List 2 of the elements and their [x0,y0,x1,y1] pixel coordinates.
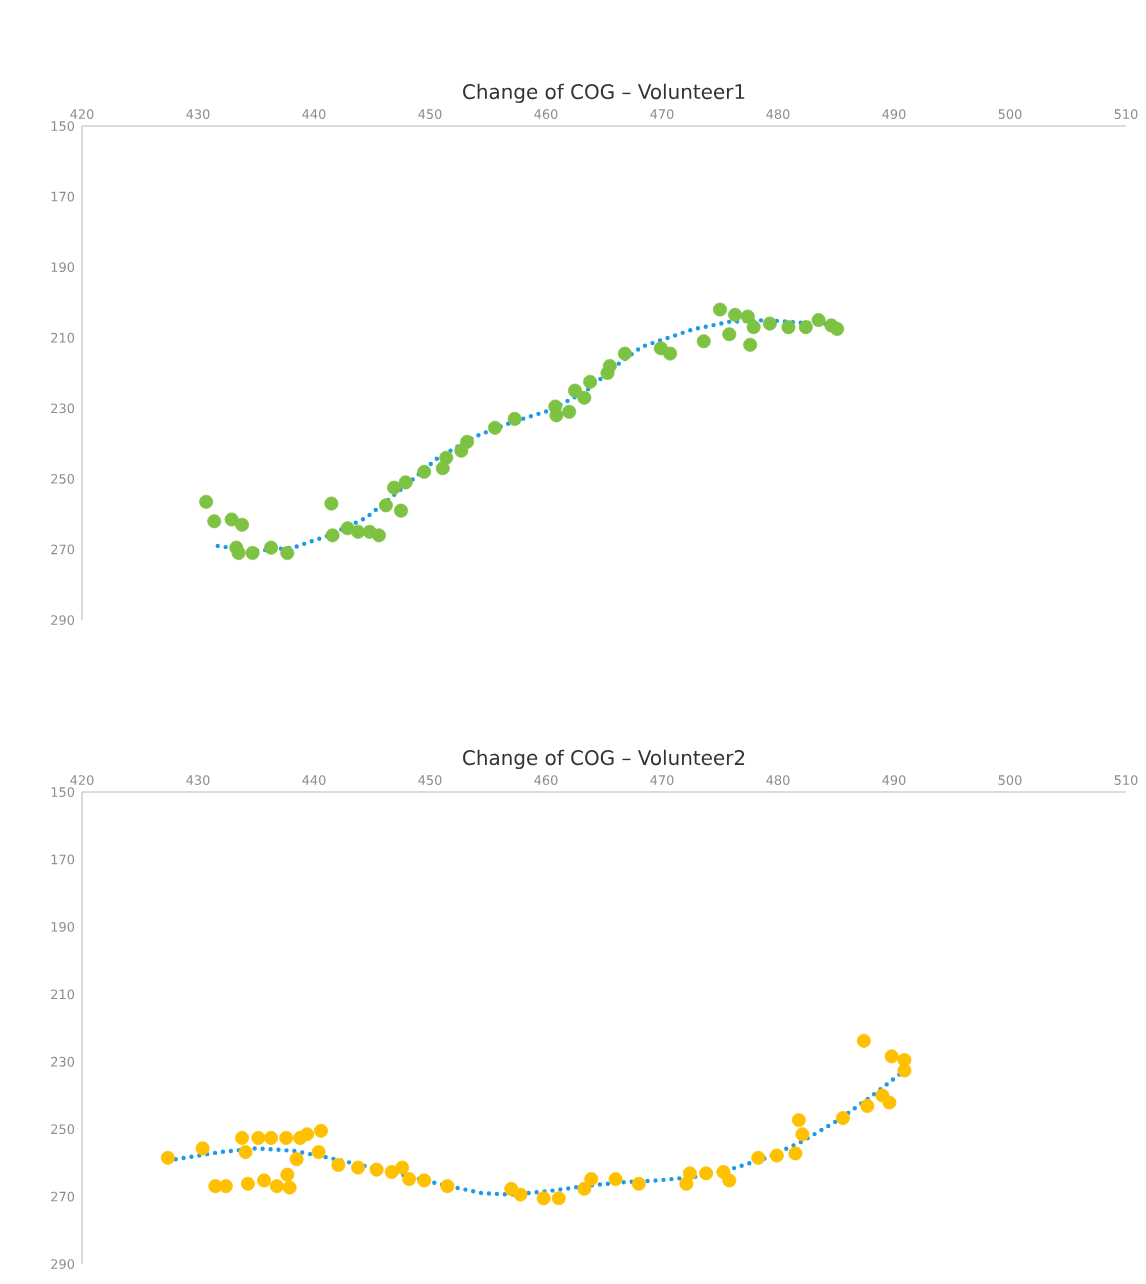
chart-title: Change of COG – Volunteer1 [463,83,745,104]
chart-title: Change of COG – Volunteer2 [463,749,745,770]
